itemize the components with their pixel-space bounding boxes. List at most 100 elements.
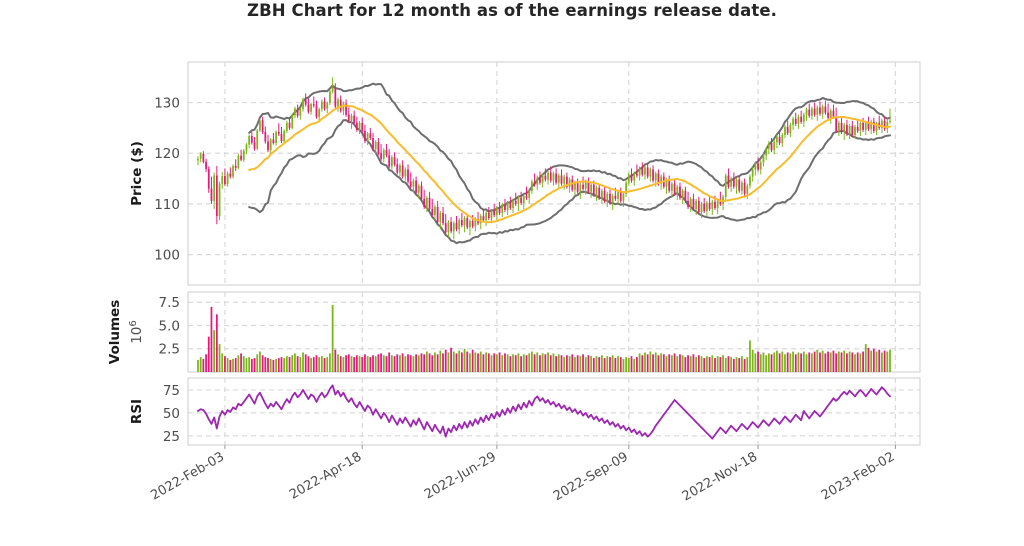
x-axis-date-label: 2022-Sep-09 xyxy=(551,449,631,504)
candle-body xyxy=(420,185,423,199)
volume-bar xyxy=(598,357,601,372)
volumes-axis-title: Volumes xyxy=(107,300,123,364)
volume-bar xyxy=(530,351,533,372)
volume-bar xyxy=(657,355,660,372)
volume-bar xyxy=(520,356,523,372)
candle-body xyxy=(767,143,770,149)
volume-bar xyxy=(544,354,547,372)
candle-body xyxy=(275,131,277,144)
candle-body xyxy=(622,193,625,201)
volume-bar xyxy=(792,351,794,372)
candle-body xyxy=(743,182,746,194)
candle-body xyxy=(660,176,663,184)
volume-bar xyxy=(536,352,539,372)
candle-body xyxy=(714,201,716,208)
candle-body xyxy=(339,99,342,111)
volume-bar xyxy=(574,357,576,372)
candle-body xyxy=(724,175,727,197)
candle-body xyxy=(824,106,827,113)
volume-bar xyxy=(587,355,590,372)
volume-bar xyxy=(846,353,848,372)
volume-bar xyxy=(302,352,304,372)
candle-body xyxy=(229,173,232,177)
volume-bar xyxy=(458,350,461,372)
volume-bar xyxy=(487,353,490,372)
candle-body xyxy=(584,181,587,189)
panel-background-rsi xyxy=(187,377,921,446)
candle-body xyxy=(741,182,743,191)
candle-body xyxy=(358,122,361,130)
volume-bar xyxy=(232,358,234,372)
candle-body xyxy=(506,202,509,210)
volume-bar xyxy=(450,347,452,372)
candle-body xyxy=(837,122,840,131)
volume-bar xyxy=(342,357,345,372)
candle-body xyxy=(652,169,654,181)
candle-body xyxy=(821,106,824,114)
volume-bar xyxy=(506,354,509,372)
volume-bar xyxy=(460,352,463,372)
volume-bar xyxy=(638,353,641,372)
volume-bar xyxy=(579,356,582,372)
candle-body xyxy=(846,124,848,134)
volume-bar xyxy=(315,355,318,372)
volume-bar xyxy=(800,353,803,372)
volume-bar xyxy=(213,330,216,372)
candle-body xyxy=(805,109,808,115)
volume-bar xyxy=(334,349,337,372)
volume-bar xyxy=(277,358,280,372)
volume-bar xyxy=(259,351,261,372)
volume-bar xyxy=(517,353,520,372)
volume-bar xyxy=(285,356,288,372)
volume-bar xyxy=(541,353,544,372)
volume-bar xyxy=(304,354,307,372)
candle-body xyxy=(372,138,374,150)
volume-bar xyxy=(622,358,625,372)
candle-body xyxy=(207,168,210,189)
volume-bar xyxy=(560,355,563,372)
candle-body xyxy=(762,155,765,163)
candle-body xyxy=(307,104,310,112)
volume-bar xyxy=(689,356,692,372)
candle-body xyxy=(644,167,646,175)
volume-bar xyxy=(498,352,501,372)
volume-bar xyxy=(261,355,264,372)
candle-body xyxy=(514,200,517,204)
volume-bar xyxy=(601,355,603,372)
volume-bar xyxy=(337,354,339,372)
candle-body xyxy=(267,141,269,151)
candle-body xyxy=(485,213,488,221)
volume-bar xyxy=(835,353,838,372)
candle-body xyxy=(320,101,323,110)
volume-bar xyxy=(326,357,329,372)
volume-bar xyxy=(382,355,385,372)
volume-bar xyxy=(533,354,536,372)
candle-body xyxy=(291,115,294,128)
candle-body xyxy=(881,120,883,128)
candle-body xyxy=(296,108,299,116)
candle-body xyxy=(670,183,673,191)
volume-bar xyxy=(199,357,202,372)
volume-bar xyxy=(229,359,232,372)
volume-bar xyxy=(827,351,829,372)
volume-bar xyxy=(633,358,636,372)
volume-bar xyxy=(272,359,275,372)
candle-body xyxy=(393,157,396,165)
rsi-axis-title: RSI xyxy=(129,399,145,424)
volume-bar xyxy=(878,349,881,372)
volume-bar xyxy=(442,353,444,372)
volume-bar xyxy=(716,356,719,372)
candle-body xyxy=(711,201,714,209)
volume-bar xyxy=(361,357,364,372)
candle-body xyxy=(294,108,296,116)
volume-bar xyxy=(224,356,226,372)
volume-bar xyxy=(751,349,754,372)
volume-bar xyxy=(385,356,388,372)
candle-body xyxy=(843,124,846,132)
candle-body xyxy=(334,87,337,107)
volume-bar xyxy=(676,356,679,372)
candle-body xyxy=(382,150,385,159)
volume-bar xyxy=(708,357,711,372)
candle-body xyxy=(390,157,393,167)
candle-body xyxy=(495,207,498,216)
